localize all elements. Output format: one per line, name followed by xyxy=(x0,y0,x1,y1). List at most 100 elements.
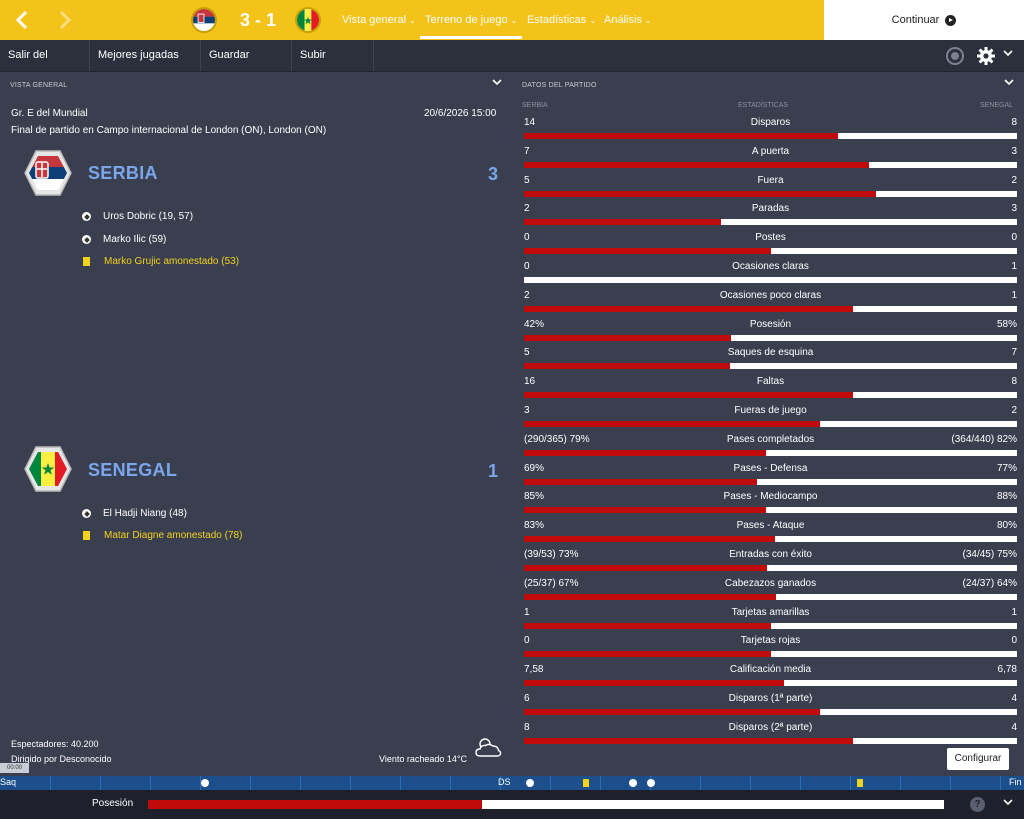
chevron-down-icon[interactable] xyxy=(1003,49,1013,60)
stat-row: 1 Tarjetas amarillas 1 xyxy=(522,602,1019,631)
timeline-halftime-label: DS xyxy=(498,777,511,787)
home-goal-event: Uros Dobric (19, 57) xyxy=(82,211,193,222)
stat-row: 3 Fueras de juego 2 xyxy=(522,400,1019,429)
forward-arrow-icon[interactable] xyxy=(52,8,76,32)
away-team-name[interactable]: SENEGAL xyxy=(88,460,178,480)
menu-analisis[interactable]: Análisis ⌄ xyxy=(604,14,652,26)
stat-label: Ocasiones poco claras xyxy=(719,289,822,301)
stat-away-value: 1 xyxy=(1011,289,1017,301)
stat-bar-home-fill xyxy=(524,190,876,197)
stat-bar xyxy=(524,334,1017,341)
stat-home-value: 7,58 xyxy=(524,664,544,676)
yellow-card-icon[interactable] xyxy=(583,779,589,787)
stat-label: Pases - Defensa xyxy=(733,462,808,474)
continue-button[interactable]: Continuar xyxy=(824,0,1024,40)
stat-bar-home-fill xyxy=(524,680,785,687)
stat-bar-home-fill xyxy=(524,363,730,370)
timeline-tick xyxy=(400,776,401,790)
goal-ball-icon[interactable] xyxy=(526,779,534,787)
home-booking-event: Marko Grujic amonestado (53) xyxy=(82,256,239,267)
top-bar: 3 - 1 Vista general ⌄ Terreno de juego ⌄ E… xyxy=(0,0,1024,40)
event-text: Marko Grujic amonestado (53) xyxy=(104,256,240,267)
goal-ball-icon xyxy=(82,212,91,221)
stat-bar xyxy=(524,421,1017,427)
continue-label: Continuar xyxy=(891,14,940,26)
stat-home-value: 0 xyxy=(524,635,530,647)
match-timeline[interactable]: Saq DS Fin xyxy=(0,776,1024,790)
save-match-button[interactable]: Guardar partido xyxy=(201,40,292,91)
stat-label: Calificación media xyxy=(729,664,812,676)
stat-row: 0 Ocasiones claras 1 xyxy=(522,256,1019,285)
timeline-tick xyxy=(500,776,501,790)
chevron-down-icon[interactable] xyxy=(492,78,502,89)
possession-label: Posesión xyxy=(92,798,134,809)
stat-label: Paradas xyxy=(751,203,790,215)
timeline-tick xyxy=(800,776,801,790)
timeline-kickoff-label: Saq xyxy=(0,777,17,787)
home-team-name[interactable]: SERBIA xyxy=(88,163,158,183)
timeline-tick xyxy=(550,776,551,790)
stat-home-value: 16 xyxy=(524,376,536,388)
record-icon[interactable] xyxy=(946,47,964,65)
timeline-tick xyxy=(300,776,301,790)
chevron-down-icon[interactable] xyxy=(1004,78,1014,89)
stat-label: Postes xyxy=(755,232,786,244)
menu-vista-general[interactable]: Vista general ⌄ xyxy=(342,14,416,26)
stat-bar xyxy=(524,248,1017,255)
stat-label: Tarjetas amarillas xyxy=(731,606,810,618)
stat-home-value: 8 xyxy=(524,721,530,733)
stat-row: 2 Ocasiones poco claras 1 xyxy=(522,285,1019,314)
home-goal-event: Marko Ilic (59) xyxy=(82,234,166,245)
gear-icon[interactable] xyxy=(976,46,996,66)
menu-terreno-label: Terreno de juego xyxy=(425,14,508,26)
timeline-tick xyxy=(700,776,701,790)
possession-bar-area: Posesión ? xyxy=(0,790,1024,819)
column-home-team: Serbia xyxy=(522,102,548,109)
goal-ball-icon[interactable] xyxy=(647,779,655,787)
stat-bar-home-fill xyxy=(524,219,722,226)
event-text: Uros Dobric (19, 57) xyxy=(103,211,194,222)
highlights-button[interactable]: Mejores jugadas xyxy=(90,40,201,89)
match-data-title: Datos del partido xyxy=(522,82,597,89)
chevron-down-icon[interactable] xyxy=(1003,798,1013,809)
senegal-flag-icon xyxy=(295,7,321,33)
stat-home-value: (290/365) 79% xyxy=(524,433,590,445)
stat-bar xyxy=(524,392,1017,399)
timeline-tick xyxy=(100,776,101,790)
stat-bar-home-fill xyxy=(524,334,732,341)
stat-bar-home-fill xyxy=(524,593,776,600)
toolbar: Salir del partido Mejores jugadas Guarda… xyxy=(0,40,1024,91)
away-booking-event: Matar Diagne amonestado (78) xyxy=(82,530,242,541)
stat-home-value: 0 xyxy=(524,261,530,272)
away-goal-event: El Hadji Niang (48) xyxy=(82,508,187,519)
stat-row: 85% Pases - Mediocampo 88% xyxy=(522,486,1019,515)
yellow-card-icon xyxy=(83,257,90,266)
serbia-badge-icon[interactable] xyxy=(24,150,72,196)
goal-ball-icon[interactable] xyxy=(201,779,209,787)
exit-match-button[interactable]: Salir del partido xyxy=(0,40,90,91)
menu-estadisticas[interactable]: Estadísticas ⌄ xyxy=(527,14,596,26)
away-team-score: 1 xyxy=(487,461,498,481)
stat-bar xyxy=(524,190,1017,197)
event-text: Marko Ilic (59) xyxy=(103,234,167,245)
cloud-sun-icon xyxy=(474,736,502,758)
stat-bar-home-fill xyxy=(524,737,853,744)
stat-away-value: 0 xyxy=(1011,232,1017,244)
stat-label: Faltas xyxy=(756,376,785,388)
stat-away-value: 77% xyxy=(996,462,1017,474)
yellow-card-icon[interactable] xyxy=(857,779,863,787)
stat-away-value: (364/440) 82% xyxy=(951,433,1017,445)
stat-bar-home-fill xyxy=(524,478,758,485)
configure-button[interactable]: Configurar xyxy=(947,748,1009,770)
stat-bar xyxy=(524,478,1017,485)
goal-ball-icon[interactable] xyxy=(629,779,637,787)
stat-row: 16 Faltas 8 xyxy=(522,371,1019,400)
stat-away-value: 8 xyxy=(1011,376,1017,388)
senegal-badge-icon[interactable] xyxy=(24,446,72,492)
column-away-team: Senegal xyxy=(980,102,1014,109)
help-icon[interactable]: ? xyxy=(970,797,985,812)
upload-highlights-button[interactable]: Subir jugadas xyxy=(292,40,374,91)
menu-terreno-de-juego[interactable]: Terreno de juego ⌄ xyxy=(425,14,517,26)
back-arrow-icon[interactable] xyxy=(11,8,35,32)
stat-bar xyxy=(524,363,1017,370)
